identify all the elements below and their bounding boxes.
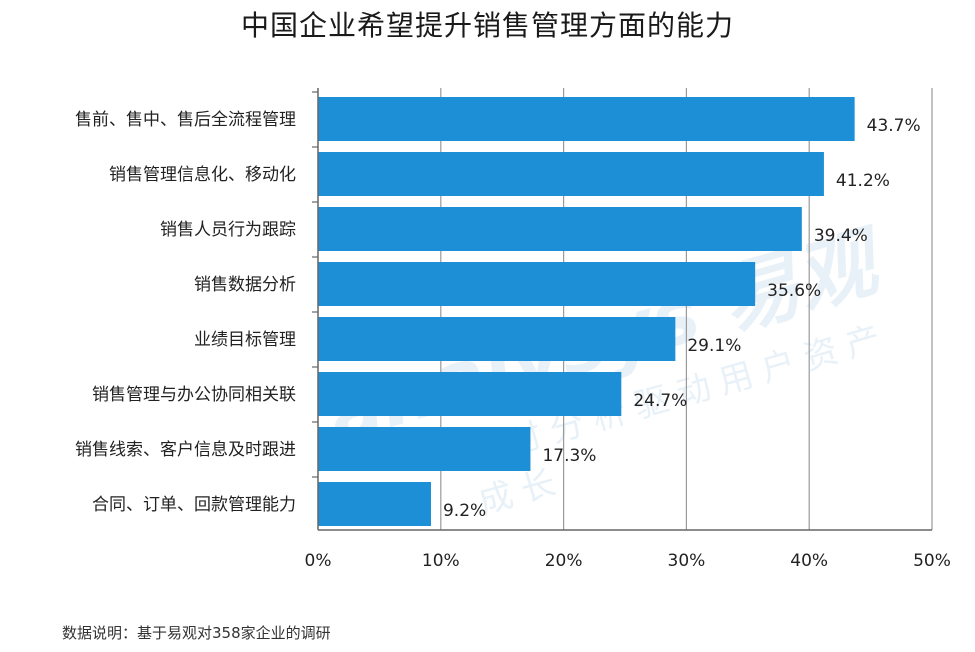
category-label: 销售线索、客户信息及时跟进 xyxy=(75,440,296,460)
data-label: 39.4% xyxy=(814,226,868,246)
bar xyxy=(318,317,676,361)
category-label: 销售数据分析 xyxy=(194,275,296,295)
chart-title: 中国企业希望提升销售管理方面的能力 xyxy=(240,9,734,42)
bar xyxy=(318,482,431,526)
bar xyxy=(318,97,855,141)
data-label: 24.7% xyxy=(633,391,687,411)
category-label: 售前、售中、售后全流程管理 xyxy=(75,110,296,130)
x-tick-label: 10% xyxy=(422,551,460,571)
category-label: 合同、订单、回款管理能力 xyxy=(92,495,296,515)
bar xyxy=(318,262,756,306)
category-label: 销售管理与办公协同相关联 xyxy=(92,385,296,405)
category-label: 销售人员行为跟踪 xyxy=(160,220,296,240)
data-label: 43.7% xyxy=(867,116,921,136)
x-tick-label: 0% xyxy=(305,551,332,571)
footnote: 数据说明：基于易观对358家企业的调研 xyxy=(62,624,331,642)
bar xyxy=(318,372,622,416)
data-label: 41.2% xyxy=(836,171,890,191)
category-label: 销售管理信息化、移动化 xyxy=(109,165,296,185)
bar xyxy=(318,427,531,471)
data-label: 35.6% xyxy=(767,281,821,301)
x-tick-label: 50% xyxy=(913,551,951,571)
x-tick-label: 20% xyxy=(545,551,583,571)
bar xyxy=(318,207,802,251)
bar xyxy=(318,152,824,196)
category-label: 业绩目标管理 xyxy=(194,330,296,350)
x-tick-label: 30% xyxy=(668,551,706,571)
data-label: 9.2% xyxy=(443,501,486,521)
data-label: 17.3% xyxy=(542,446,596,466)
x-tick-label: 40% xyxy=(790,551,828,571)
data-label: 29.1% xyxy=(687,336,741,356)
